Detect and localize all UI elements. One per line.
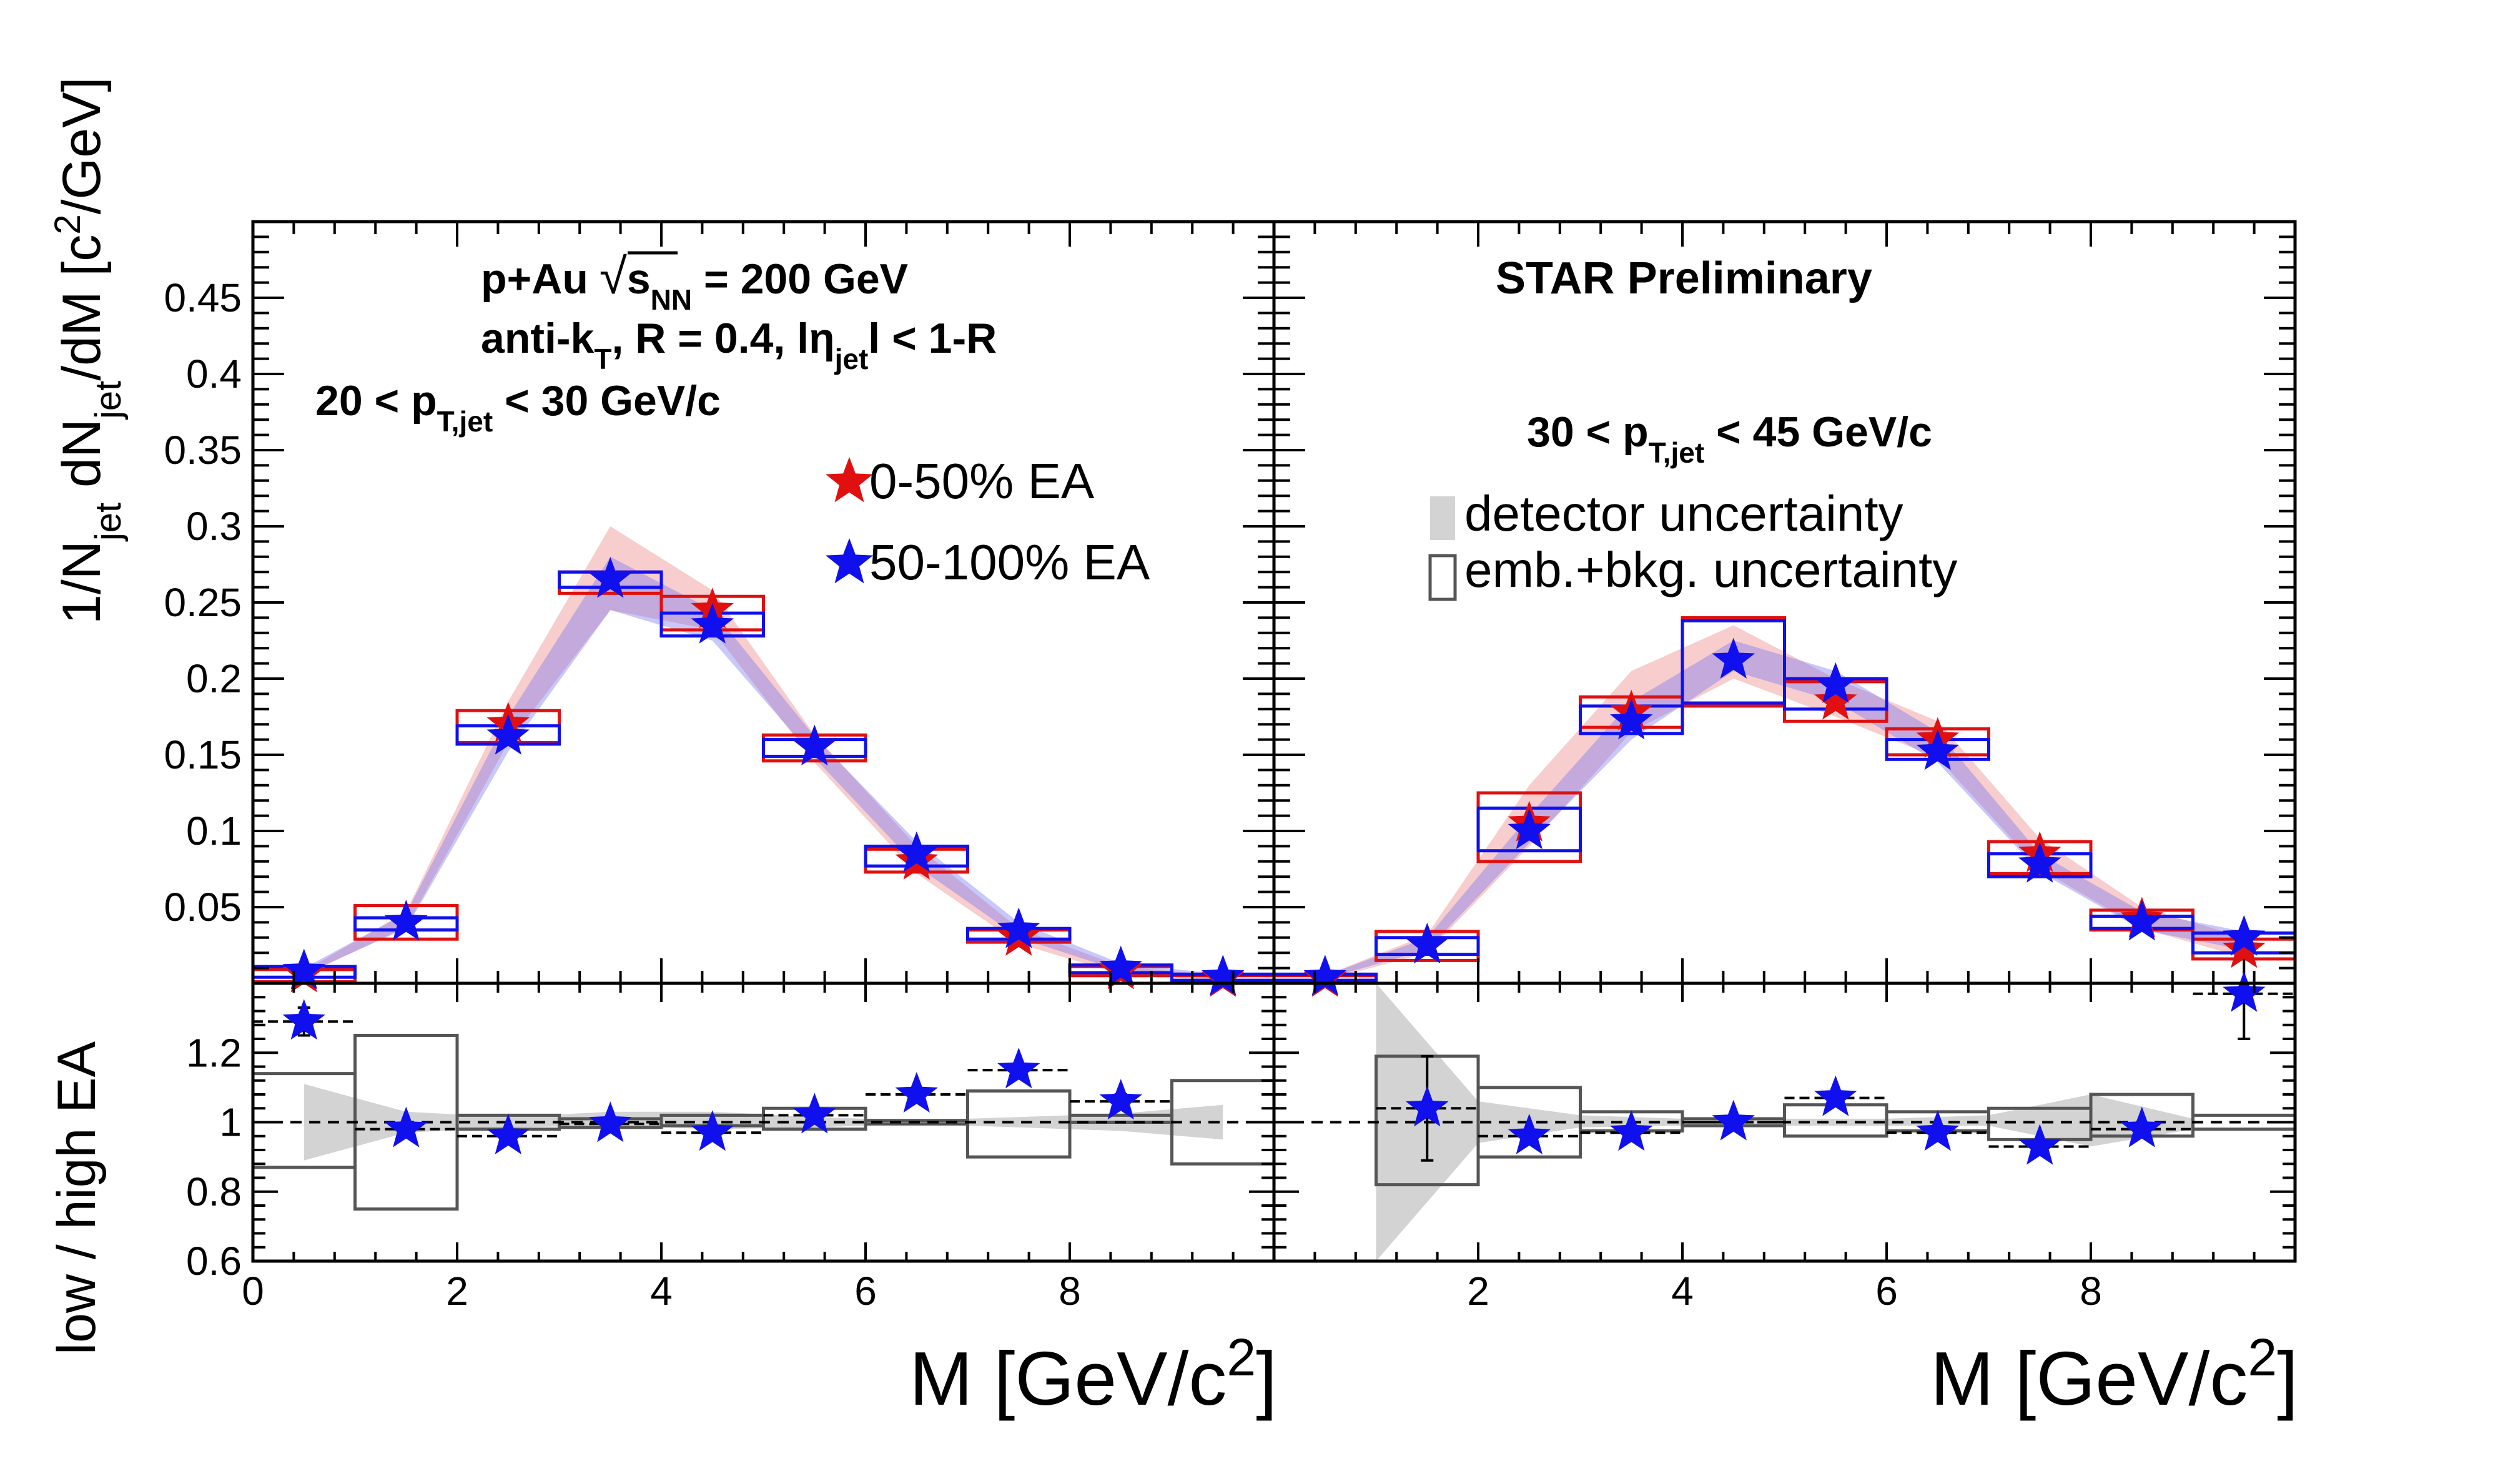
right-point-series-1-bin-7 bbox=[2018, 842, 2061, 883]
top-y-tick-label: 0.05 bbox=[164, 885, 242, 930]
right-point-series-1-bin-8 bbox=[2120, 900, 2163, 941]
right-ratio-point-6 bbox=[2018, 1124, 2061, 1165]
top-y-tick-label: 0.3 bbox=[186, 504, 242, 549]
left-ratio-point-5 bbox=[793, 1093, 836, 1134]
left-point-series-1-bin-8 bbox=[1099, 945, 1142, 986]
right-ratio-point-8 bbox=[2223, 971, 2266, 1012]
legend-label-0-50: 0-50% EA bbox=[869, 453, 1095, 509]
right-point-series-0-bin-9 bbox=[2223, 927, 2266, 968]
bottom-y-tick-label: 0.8 bbox=[186, 1169, 242, 1214]
right-ratio-point-2 bbox=[1610, 1110, 1653, 1151]
right-point-series-0-bin-5 bbox=[1814, 679, 1857, 720]
left-point-series-1-bin-9 bbox=[1202, 955, 1245, 996]
left-ratio-point-4 bbox=[691, 1110, 734, 1151]
right-ratio-point-4 bbox=[1814, 1075, 1857, 1116]
left-point-series-1-bin-5 bbox=[793, 724, 836, 765]
right-point-series-1-bin-5 bbox=[1814, 662, 1857, 703]
legend-marker-detector-band bbox=[1430, 496, 1455, 540]
top-y-tick-label: 0.45 bbox=[164, 275, 242, 320]
left-x-axis-label: M [GeV/c2] bbox=[909, 1328, 1277, 1421]
legend-label-detector: detector uncertainty bbox=[1464, 486, 1903, 541]
left-x-tick-label: 0 bbox=[242, 1269, 264, 1314]
left-point-series-1-bin-3 bbox=[589, 557, 632, 598]
legend-entry-emb: emb.+bkg. uncertainty bbox=[1428, 542, 1957, 601]
left-pt-range-label: 20 < pT,jet < 30 GeV/c bbox=[315, 377, 721, 438]
bottom-y-axis-label: low / high EA bbox=[47, 1041, 107, 1355]
left-point-series-1-bin-6 bbox=[895, 831, 938, 872]
top-y-axis-label: 1/Njet dNjet/dM [c2/GeV] bbox=[47, 77, 129, 624]
left-ratio-point-0 bbox=[282, 999, 325, 1040]
right-point-series-1-bin-4 bbox=[1712, 637, 1755, 679]
bottom-y-tick-label: 0.6 bbox=[186, 1239, 242, 1284]
legend-entry-50-100: 50-100% EA bbox=[826, 534, 1150, 590]
left-x-tick-label: 4 bbox=[650, 1269, 673, 1314]
left-ratio-point-6 bbox=[895, 1072, 938, 1113]
legend-label-emb: emb.+bkg. uncertainty bbox=[1464, 542, 1957, 597]
left-x-tick-label: 2 bbox=[446, 1269, 468, 1314]
right-x-axis-label: M [GeV/c2] bbox=[1930, 1328, 2298, 1421]
legend-marker-emb-box bbox=[1428, 554, 1457, 601]
right-x-tick-label: 2 bbox=[1467, 1269, 1489, 1314]
right-ratio-point-5 bbox=[1916, 1110, 1959, 1151]
right-ratio-point-0 bbox=[1406, 1086, 1449, 1127]
left-point-series-1-bin-1 bbox=[385, 900, 428, 941]
right-box-series-1-bin-4 bbox=[1681, 619, 1786, 705]
left-point-series-1-bin-4 bbox=[691, 602, 734, 644]
bottom-y-tick-label: 1 bbox=[219, 1100, 242, 1145]
left-ratio-point-3 bbox=[589, 1101, 632, 1142]
bottom-y-tick-label: 1.2 bbox=[186, 1030, 242, 1075]
left-point-series-1-bin-7 bbox=[997, 907, 1040, 948]
left-x-tick-label: 8 bbox=[1059, 1269, 1081, 1314]
left-point-series-1-bin-0 bbox=[282, 948, 325, 990]
right-x-tick-label: 6 bbox=[1875, 1269, 1898, 1314]
data-points bbox=[282, 557, 2266, 1165]
top-y-tick-label: 0.35 bbox=[164, 428, 242, 473]
left-point-series-1-bin-2 bbox=[486, 714, 530, 755]
jet-algorithm-label: anti-kT, R = 0.4, lηjetl < 1-R bbox=[481, 315, 997, 375]
top-y-tick-label: 0.4 bbox=[186, 351, 242, 396]
right-pt-range-label: 30 < pT,jet < 45 GeV/c bbox=[1527, 408, 1932, 469]
right-x-tick-label: 4 bbox=[1671, 1269, 1694, 1314]
legend-marker-blue-star bbox=[826, 538, 873, 584]
legend-entry-detector: detector uncertainty bbox=[1430, 486, 1903, 541]
right-point-series-1-bin-0 bbox=[1303, 955, 1346, 996]
right-ratio-point-1 bbox=[1508, 1113, 1551, 1154]
left-band-series-1 bbox=[304, 556, 1223, 979]
right-ratio-point-7 bbox=[2120, 1106, 2163, 1147]
legend-marker-red-star bbox=[826, 457, 873, 503]
left-ratio-point-8 bbox=[1099, 1079, 1142, 1120]
left-ratio-emb-box-7 bbox=[966, 1089, 1072, 1159]
star-preliminary-label: STAR Preliminary bbox=[1496, 253, 1872, 303]
right-ratio-point-3 bbox=[1712, 1099, 1755, 1141]
top-y-tick-label: 0.25 bbox=[164, 580, 242, 625]
right-point-series-1-bin-6 bbox=[1916, 729, 1959, 770]
top-y-tick-label: 0.1 bbox=[186, 808, 242, 853]
left-x-tick-label: 6 bbox=[854, 1269, 877, 1314]
collision-system-label: p+Au √sNN = 200 GeV bbox=[481, 248, 908, 316]
left-ratio-point-1 bbox=[385, 1106, 428, 1147]
top-y-tick-label: 0.15 bbox=[164, 732, 242, 777]
axis-ticks bbox=[252, 220, 2296, 1262]
top-y-tick-label: 0.2 bbox=[186, 656, 242, 701]
left-ratio-point-2 bbox=[486, 1113, 530, 1154]
left-band-series-0 bbox=[304, 526, 1223, 981]
right-point-series-1-bin-1 bbox=[1406, 923, 1449, 964]
legend-entry-0-50: 0-50% EA bbox=[826, 453, 1095, 509]
legend-label-50-100: 50-100% EA bbox=[869, 534, 1150, 590]
right-point-series-1-bin-2 bbox=[1508, 808, 1551, 850]
axis-tick-labels: 0.05 0.1 0.15 0.2 0.25 0.3 0.35 0.4 0.45 0.6 0.8 1 1… bbox=[164, 275, 2101, 1314]
right-point-series-1-bin-9 bbox=[2223, 915, 2266, 956]
left-ratio-point-7 bbox=[997, 1048, 1040, 1089]
right-x-tick-label: 8 bbox=[2080, 1269, 2102, 1314]
right-point-series-1-bin-3 bbox=[1610, 699, 1653, 740]
